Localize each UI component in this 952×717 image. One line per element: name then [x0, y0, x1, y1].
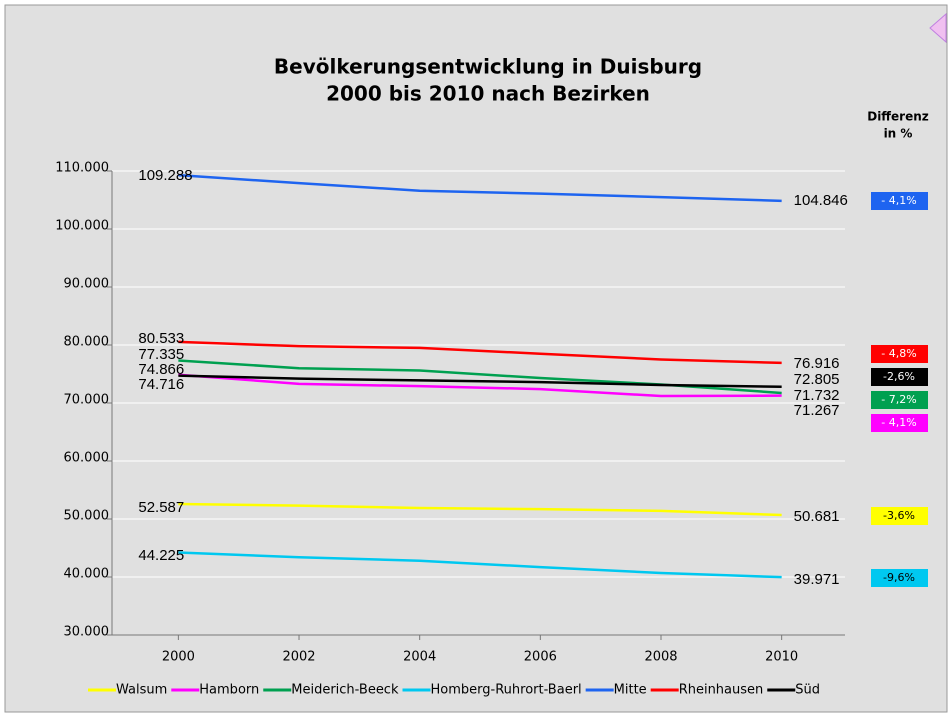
data-label: 39.971 [794, 571, 840, 588]
data-label: 109.288 [138, 167, 192, 184]
legend-label: Hamborn [199, 683, 259, 698]
difference-label: -9,6% [883, 571, 915, 584]
difference-label: -3,6% [883, 509, 915, 522]
data-label: 72.805 [794, 371, 840, 388]
series-line [178, 340, 782, 365]
data-label: 74.866 [138, 361, 184, 378]
difference-heading: Differenz [867, 110, 929, 124]
data-label: 44.225 [138, 547, 184, 564]
difference-box [871, 368, 928, 386]
y-tick-label: 50.000 [64, 509, 110, 524]
x-tick-label: 2004 [403, 650, 436, 665]
y-tick-label: 110.000 [55, 161, 109, 176]
data-label: 71.267 [794, 402, 840, 419]
legend-label: Meiderich-Beeck [291, 683, 399, 698]
data-label: 74.716 [138, 376, 184, 393]
y-tick-label: 60.000 [64, 451, 110, 466]
data-label: 50.681 [794, 508, 840, 525]
y-tick-label: 40.000 [64, 567, 110, 582]
difference-label: - 4,1% [881, 416, 916, 429]
data-label: 104.846 [794, 192, 848, 209]
data-label: 80.533 [138, 330, 184, 347]
series-line [178, 502, 782, 517]
x-tick-label: 2010 [765, 650, 798, 665]
legend-label: Homberg-Ruhrort-Baerl [431, 683, 582, 698]
legend-label: Walsum [116, 683, 167, 698]
difference-label: - 4,1% [881, 194, 916, 207]
corner-icon [929, 12, 947, 44]
data-label: 71.732 [794, 387, 840, 404]
x-tick-label: 2000 [162, 650, 195, 665]
data-label: 77.335 [138, 346, 184, 363]
y-tick-label: 90.000 [64, 277, 110, 292]
x-tick-label: 2002 [282, 650, 315, 665]
data-label: 52.587 [138, 499, 184, 516]
y-tick-label: 70.000 [64, 393, 110, 408]
y-tick-label: 100.000 [55, 219, 109, 234]
series-line [178, 173, 782, 203]
x-tick-label: 2006 [524, 650, 557, 665]
legend-label: Süd [795, 683, 820, 698]
difference-label: -2,6% [883, 370, 915, 383]
data-label: 76.916 [794, 355, 840, 372]
series-line [178, 373, 782, 398]
legend-label: Rheinhausen [679, 683, 764, 698]
difference-box [871, 192, 928, 210]
chart-background [4, 4, 948, 713]
series-line [178, 374, 782, 388]
x-tick-label: 2008 [644, 650, 677, 665]
y-tick-label: 80.000 [64, 335, 110, 350]
difference-label: - 4,8% [881, 347, 916, 360]
difference-heading: in % [884, 127, 913, 141]
difference-box [871, 507, 928, 525]
difference-box [871, 391, 928, 409]
chart-title: Bevölkerungsentwicklung in Duisburg [274, 55, 702, 79]
chart-title: 2000 bis 2010 nach Bezirken [326, 82, 650, 106]
difference-label: - 7,2% [881, 393, 916, 406]
difference-box [871, 414, 928, 432]
difference-box [871, 345, 928, 363]
y-tick-label: 30.000 [64, 625, 110, 640]
difference-box [871, 569, 928, 587]
series-line [178, 551, 782, 579]
legend-label: Mitte [614, 683, 647, 698]
